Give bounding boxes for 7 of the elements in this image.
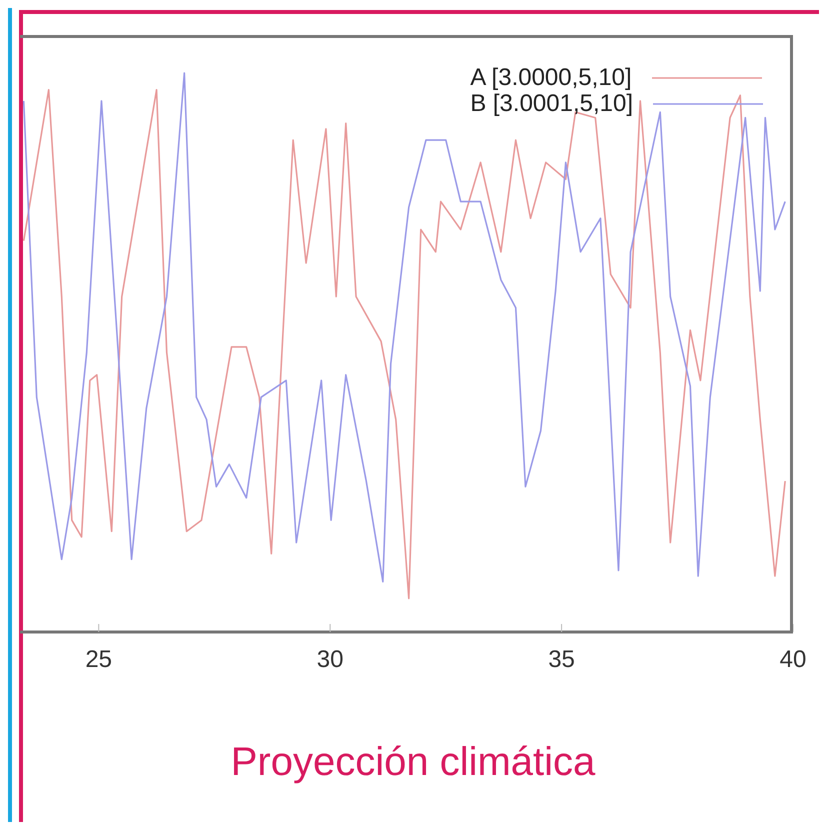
x-tick-label: 30 (316, 646, 344, 674)
x-tick-label: 25 (85, 646, 112, 674)
x-tick-label: 35 (548, 646, 575, 674)
legend-label: A [3.0000,5,10] (470, 64, 632, 91)
x-tick-label: 40 (780, 646, 806, 674)
text: Proyección climática (230, 740, 596, 784)
legend-label: B [3.0001,5,10] (470, 90, 633, 117)
